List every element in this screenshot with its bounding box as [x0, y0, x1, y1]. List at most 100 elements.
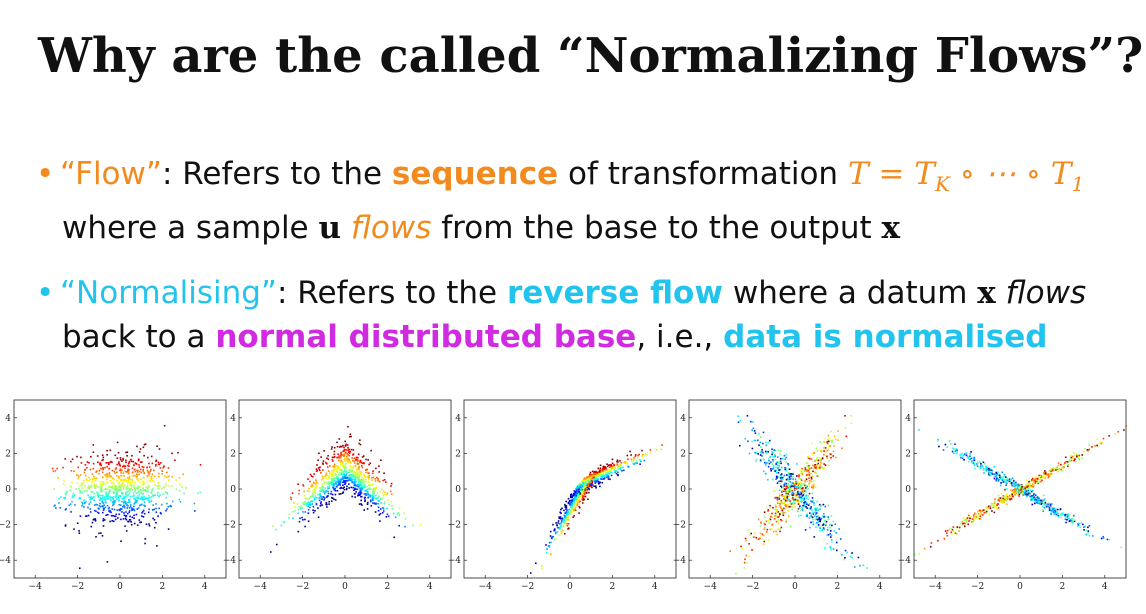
scatter-point	[1068, 459, 1071, 461]
scatter-point	[92, 462, 95, 465]
scatter-point	[971, 460, 973, 462]
y-tick-label: −2	[223, 521, 236, 531]
scatter-point	[116, 471, 118, 473]
scatter-point	[91, 481, 94, 483]
scatter-point	[1002, 495, 1005, 497]
scatter-point	[126, 479, 128, 482]
scatter-point	[147, 484, 150, 487]
scatter-point	[804, 501, 806, 503]
scatter-point	[993, 505, 996, 507]
scatter-point	[352, 486, 354, 489]
scatter-point	[125, 488, 128, 490]
scatter-point	[785, 453, 788, 456]
x-tick-label: 2	[1060, 582, 1066, 592]
scatter-point	[398, 524, 400, 527]
scatter-point	[89, 511, 92, 513]
scatter-point	[560, 525, 562, 527]
scatter-point	[343, 474, 346, 476]
scatter-point	[1027, 483, 1030, 485]
scatter-point	[791, 485, 793, 487]
scatter-point	[559, 526, 561, 528]
scatter-point	[344, 477, 347, 480]
scatter-point	[616, 460, 618, 463]
scatter-point	[605, 469, 607, 471]
x-tick-label: −4	[929, 582, 943, 592]
scatter-point	[336, 441, 338, 444]
scatter-point	[778, 462, 781, 465]
scatter-point	[328, 476, 331, 479]
scatter-point	[122, 472, 125, 475]
scatter-point	[311, 503, 313, 505]
scatter-point	[116, 493, 118, 496]
scatter-point	[797, 481, 800, 484]
scatter-point	[357, 494, 359, 497]
scatter-point	[160, 503, 163, 506]
scatter-point	[139, 468, 142, 471]
scatter-point	[334, 480, 336, 483]
scatter-point	[777, 522, 780, 525]
scatter-point	[791, 502, 794, 504]
scatter-point	[143, 480, 145, 483]
scatter-point	[588, 491, 590, 494]
scatter-point	[151, 488, 154, 491]
scatter-point	[137, 479, 139, 482]
scatter-point	[130, 521, 132, 523]
scatter-point	[635, 454, 637, 456]
scatter-point	[340, 464, 342, 466]
scatter-points	[729, 414, 868, 575]
scatter-point	[1064, 462, 1066, 464]
scatter-point	[1006, 492, 1009, 495]
scatter-point	[374, 511, 377, 513]
scatter-point	[844, 549, 847, 552]
scatter-point	[819, 508, 821, 511]
scatter-point	[1030, 485, 1032, 488]
scatter-point	[71, 481, 73, 483]
scatter-point	[1051, 473, 1054, 475]
scatter-point	[770, 461, 772, 463]
scatter-point	[1081, 457, 1083, 459]
scatter-point	[1012, 479, 1015, 481]
scatter-point	[125, 461, 127, 463]
scatter-point	[85, 515, 87, 517]
scatter-point	[564, 515, 566, 518]
scatter-point	[800, 483, 802, 486]
scatter-point	[780, 473, 783, 475]
scatter-point	[781, 519, 783, 522]
scatter-point	[101, 454, 104, 456]
scatter-point	[1036, 499, 1039, 502]
scatter-point	[344, 440, 346, 443]
scatter-point	[577, 496, 579, 499]
scatter-point	[786, 496, 788, 499]
scatter-point	[143, 498, 146, 501]
scatter-point	[1000, 482, 1002, 484]
scatter-point	[1008, 478, 1011, 481]
scatter-point	[788, 491, 790, 493]
scatter-point	[1054, 512, 1056, 515]
scatter-point	[276, 543, 278, 546]
scatter-point	[102, 507, 105, 510]
scatter-point	[362, 481, 365, 484]
y-tick-label: 0	[230, 485, 236, 495]
scatter-point	[118, 504, 121, 506]
scatter-point	[380, 508, 382, 510]
scatter-point	[764, 462, 767, 465]
scatter-point	[130, 523, 133, 526]
scatter-point	[346, 485, 348, 488]
scatter-point	[564, 505, 567, 507]
scatter-point	[353, 478, 356, 480]
scatter-point	[1006, 498, 1009, 500]
scatter-point	[328, 475, 330, 477]
scatter-point	[361, 466, 364, 469]
scatter-point	[1007, 497, 1010, 499]
scatter-point	[132, 508, 135, 511]
scatter-point	[149, 470, 152, 473]
scatter-point	[375, 494, 377, 497]
scatter-point	[822, 515, 824, 517]
scatter-point	[806, 513, 808, 515]
scatter-point	[99, 505, 102, 508]
scatter-point	[353, 471, 355, 474]
scatter-point	[334, 477, 337, 479]
scatter-point	[781, 480, 783, 483]
scatter-point	[918, 552, 920, 555]
